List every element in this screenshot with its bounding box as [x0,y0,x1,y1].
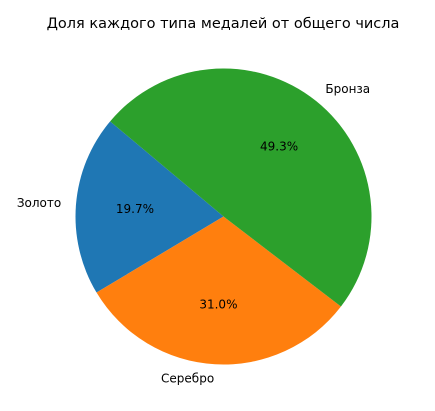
pie-slices [75,68,372,365]
slice-label-1: Золото [17,196,61,210]
slice-percentage-2: 31.0% [199,298,237,312]
pie-labels: Золото 19.7% Серебро 31.0% Бронза 49.3% [17,82,370,386]
pie-slice-3 [110,68,372,307]
slice-percentage-1: 19.7% [116,202,154,216]
pie-slice-1 [75,121,224,293]
slice-label-2: Серебро [161,372,214,386]
pie-slice-2 [96,216,341,365]
slice-percentage-3: 49.3% [260,140,298,154]
slice-label-3: Бронза [325,82,370,96]
chart-title: Доля каждого типа медалей от общего числ… [47,16,400,32]
